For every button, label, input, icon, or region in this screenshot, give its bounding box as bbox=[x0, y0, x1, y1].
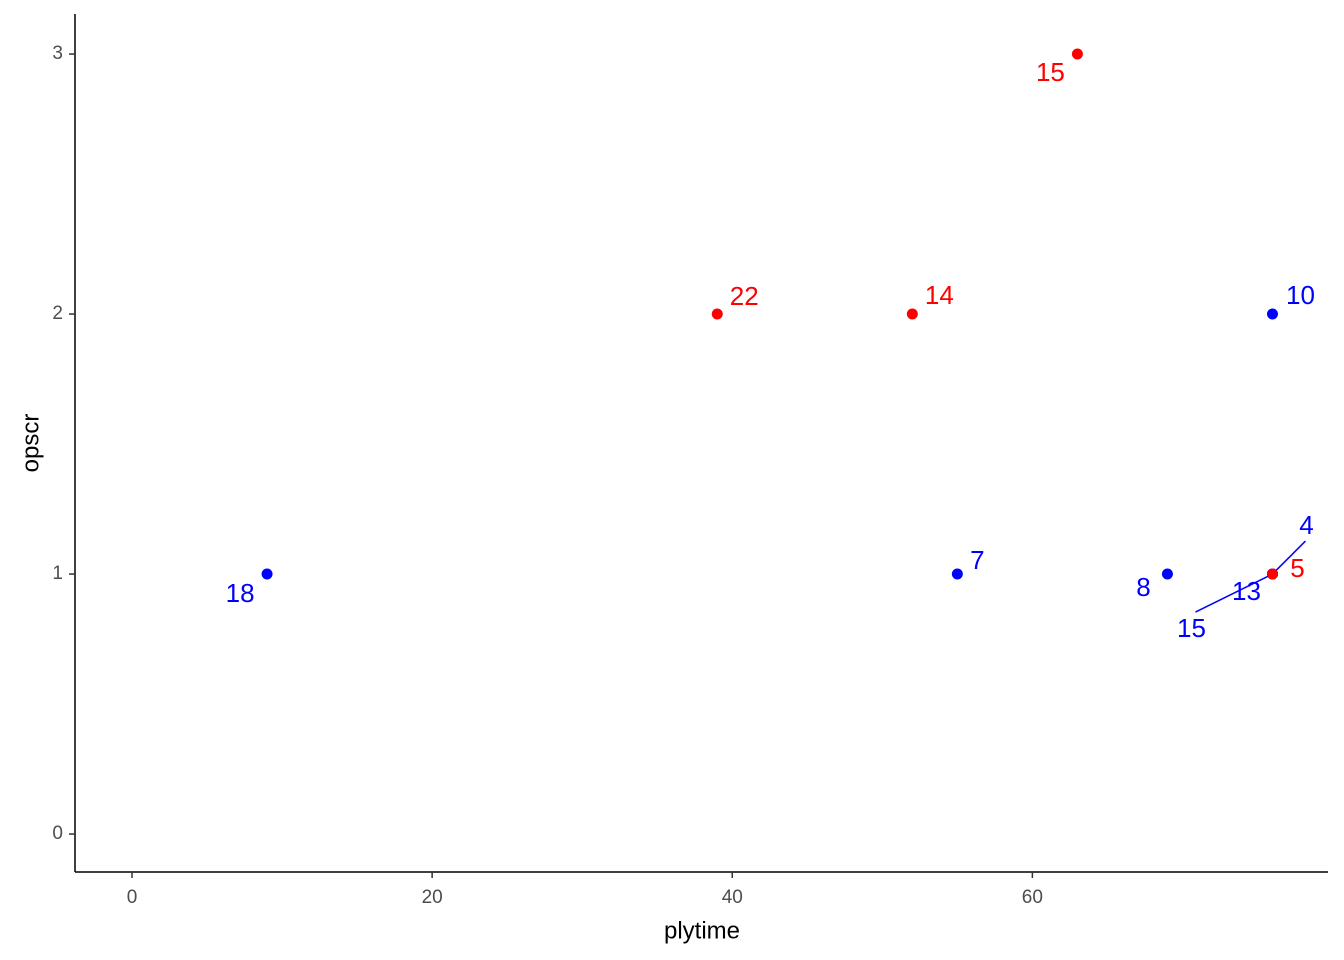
point-label: 8 bbox=[1136, 572, 1150, 602]
x-tick-label: 20 bbox=[422, 887, 443, 908]
point bbox=[906, 308, 918, 320]
y-tick-label: 3 bbox=[52, 43, 63, 64]
point-label: 10 bbox=[1286, 280, 1315, 310]
point-label: 22 bbox=[730, 281, 759, 311]
point bbox=[1071, 48, 1083, 60]
point-label: 7 bbox=[970, 545, 984, 575]
point bbox=[711, 308, 723, 320]
label-leader bbox=[1195, 575, 1269, 613]
point bbox=[951, 568, 963, 580]
point-label: 15 bbox=[1177, 613, 1206, 643]
x-tick-label: 60 bbox=[1022, 887, 1043, 908]
y-tick-label: 2 bbox=[52, 303, 63, 324]
y-tick-label: 1 bbox=[52, 563, 63, 584]
y-tick-label: 0 bbox=[52, 823, 63, 844]
y-axis-title: opscr bbox=[17, 414, 44, 473]
point-label: 5 bbox=[1290, 553, 1304, 583]
point bbox=[1161, 568, 1173, 580]
point bbox=[1266, 568, 1278, 580]
x-tick-label: 0 bbox=[127, 887, 138, 908]
point-label: 15 bbox=[1036, 57, 1065, 87]
point-label: 18 bbox=[226, 578, 255, 608]
point-label: 4 bbox=[1299, 510, 1313, 540]
x-axis-title: plytime bbox=[664, 917, 740, 944]
label-leader bbox=[1273, 540, 1307, 573]
point bbox=[261, 568, 273, 580]
point bbox=[1266, 308, 1278, 320]
point-label: 14 bbox=[925, 280, 954, 310]
point-label: 13 bbox=[1232, 576, 1261, 606]
x-tick-label: 40 bbox=[722, 887, 743, 908]
